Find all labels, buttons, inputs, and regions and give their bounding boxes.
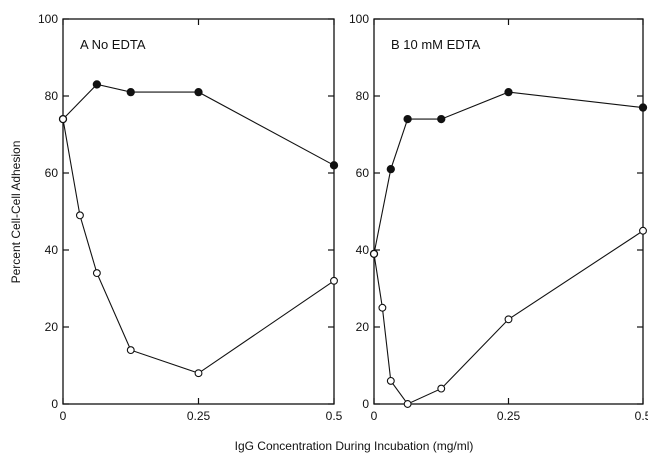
x-tick-label-a-2: 0.5	[326, 409, 343, 423]
data-point-a-0-2	[126, 88, 135, 97]
data-point-a-1-1	[75, 211, 84, 220]
y-tick-label-a-2: 40	[45, 243, 59, 257]
data-point-a-1-5	[330, 276, 338, 285]
y-tick-label-b-2: 40	[356, 243, 370, 257]
data-point-b-1-3	[403, 400, 412, 408]
x-axis-label: IgG Concentration During Incubation (mg/…	[235, 439, 474, 453]
data-point-b-1-5	[504, 315, 513, 324]
data-point-a-1-0	[59, 115, 67, 124]
data-point-b-1-4	[437, 384, 446, 393]
y-tick-label-a-1: 20	[45, 320, 59, 334]
y-axis-label: Percent Cell-Cell Adhesion	[9, 141, 23, 284]
y-tick-label-b-5: 100	[349, 12, 369, 26]
x-tick-label-a-1: 0.25	[187, 409, 211, 423]
panel-a-frame	[62, 18, 335, 405]
data-point-b-0-2	[403, 114, 412, 124]
series-line-a-0	[62, 83, 335, 166]
data-point-b-1-0	[370, 249, 378, 258]
data-point-a-1-4	[194, 369, 203, 378]
data-point-a-0-3	[194, 88, 203, 97]
series-line-b-0	[373, 91, 644, 254]
data-point-b-0-3	[437, 114, 446, 124]
panel-b-title: B 10 mM EDTA	[391, 37, 481, 52]
data-point-b-1-2	[386, 376, 395, 385]
x-tick-label-a-0: 0	[60, 409, 67, 423]
x-tick-label-b-0: 0	[371, 409, 378, 423]
data-point-b-0-5	[638, 103, 648, 112]
y-tick-label-a-5: 100	[38, 12, 58, 26]
series-line-a-1	[62, 119, 335, 374]
data-point-b-0-4	[504, 88, 513, 97]
data-point-a-0-1	[92, 80, 102, 89]
data-point-b-0-1	[386, 164, 395, 174]
y-tick-label-b-3: 60	[356, 166, 370, 180]
panel-b-frame	[373, 18, 644, 405]
panel-a-title: A No EDTA	[80, 37, 146, 52]
y-tick-label-a-3: 60	[45, 166, 59, 180]
panel-a: 0 20 40 60 80 100 0 0.25 0.5 A No EDTA	[38, 12, 343, 423]
y-tick-label-b-1: 20	[356, 320, 370, 334]
data-point-a-1-3	[126, 346, 135, 355]
y-tick-label-a-0: 0	[51, 397, 58, 411]
y-tick-label-a-4: 80	[45, 89, 59, 103]
data-point-b-1-1	[378, 303, 387, 312]
panel-b: 0 20 40 60 80 100 0 0.25 0.5 B 10 mM EDTA	[349, 12, 648, 423]
y-tick-label-b-0: 0	[362, 397, 369, 411]
data-point-a-0-4	[329, 161, 339, 170]
data-point-a-1-2	[92, 269, 101, 278]
x-tick-label-b-2: 0.5	[635, 409, 648, 423]
y-tick-label-b-4: 80	[356, 89, 370, 103]
x-tick-label-b-1: 0.25	[497, 409, 521, 423]
data-point-b-1-6	[639, 226, 647, 235]
